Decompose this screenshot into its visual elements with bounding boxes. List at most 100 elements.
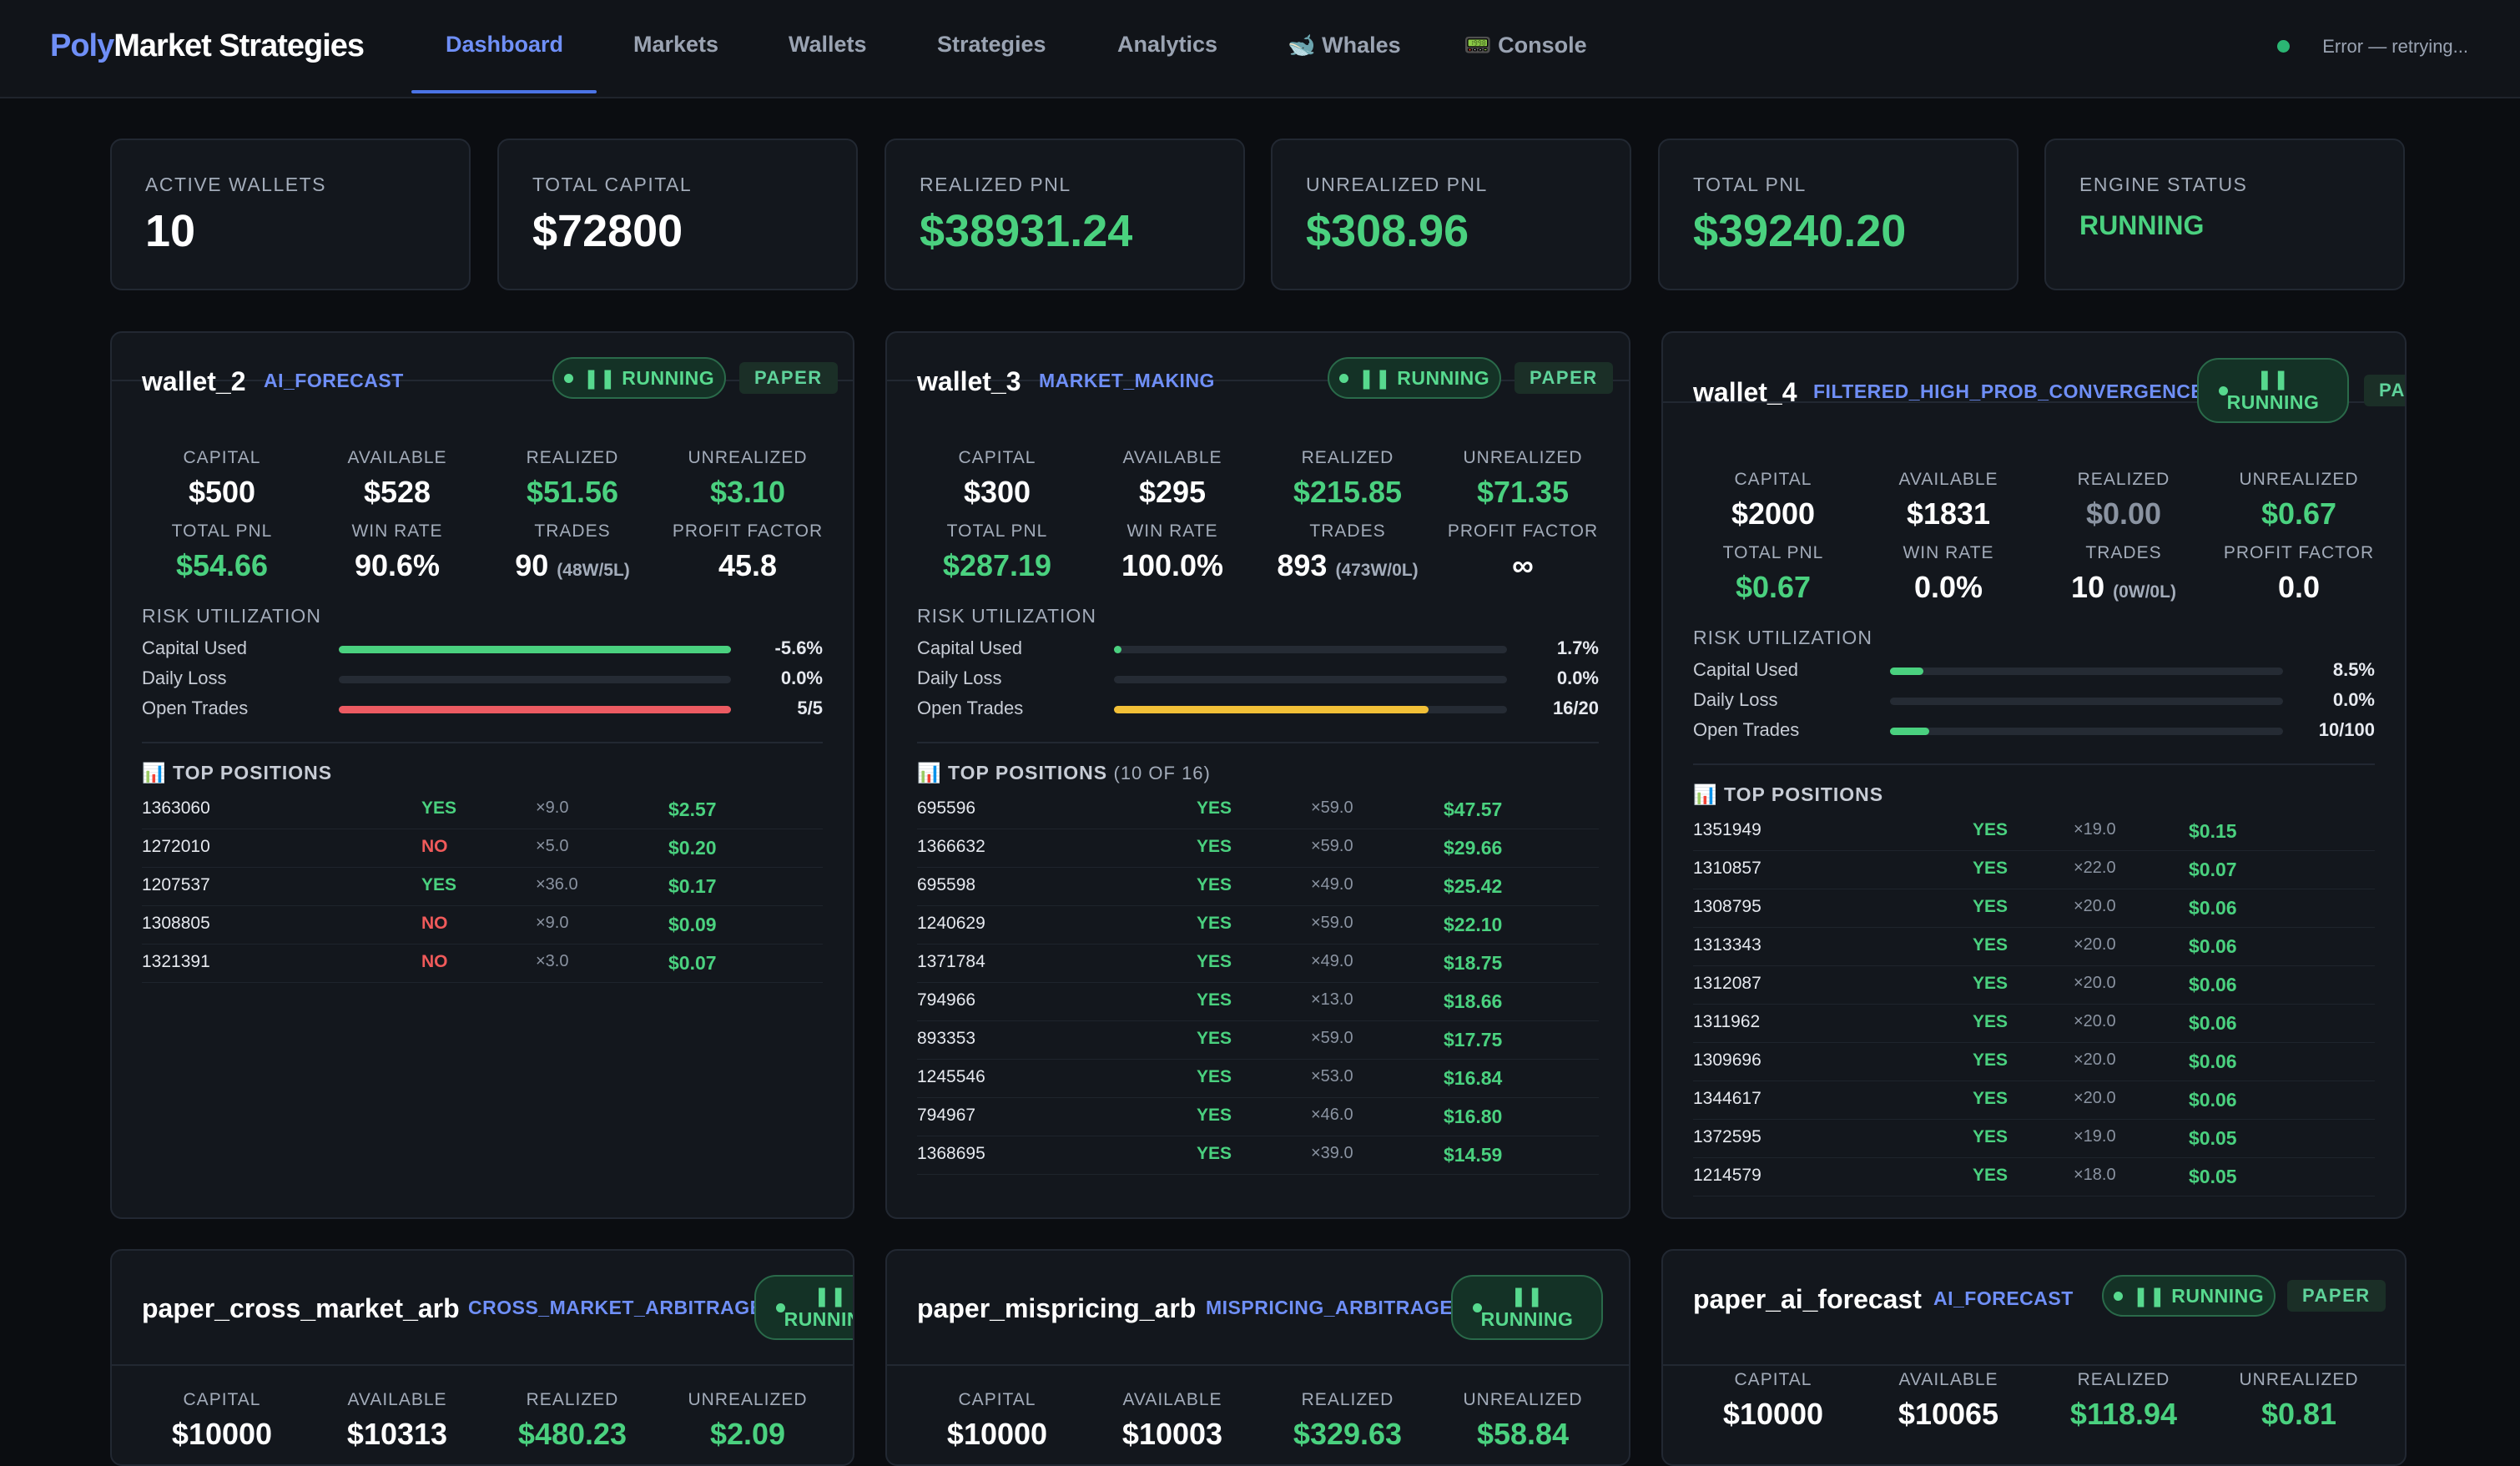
stat-value: $39240.20 (1693, 206, 1907, 256)
brand-part1: Poly (50, 28, 114, 63)
metric-label: UNREALIZED (688, 1390, 808, 1409)
wallet-card-wallet-3[interactable]: wallet_3 MARKET_MAKING ❚❚ RUNNING PAPER … (885, 331, 1630, 1219)
position-pnl: $0.20 (668, 837, 717, 859)
position-row[interactable]: 1372595 YES ×19.0 $0.05 (1693, 1119, 2375, 1158)
metric-value: 893 (1277, 548, 1328, 582)
wallet-card-wallet-2[interactable]: wallet_2 AI_FORECAST ❚❚ RUNNING PAPER CA… (110, 331, 854, 1219)
position-pnl: $25.42 (1444, 875, 1503, 897)
position-row[interactable]: 1311962 YES ×20.0 $0.06 (1693, 1004, 2375, 1043)
position-side: YES (1973, 1089, 2008, 1108)
running-toggle-button[interactable]: ❚❚ RUNNING (552, 357, 726, 399)
position-row[interactable]: 893353 YES ×59.0 $17.75 (917, 1020, 1599, 1060)
stat-card-realized-pnl: REALIZED PNL $38931.24 (885, 139, 1245, 290)
metric-capital: CAPITAL $10000 (914, 1390, 1081, 1452)
position-row[interactable]: 1368695 YES ×39.0 $14.59 (917, 1136, 1599, 1175)
tab-console[interactable]: 📟 Console (1464, 33, 1587, 58)
position-row[interactable]: 1309696 YES ×20.0 $0.06 (1693, 1042, 2375, 1081)
position-pnl: $0.05 (2189, 1127, 2237, 1149)
position-row[interactable]: 1310857 YES ×22.0 $0.07 (1693, 850, 2375, 889)
metric-value: $10000 (946, 1417, 1048, 1451)
position-row[interactable]: 794967 YES ×46.0 $16.80 (917, 1097, 1599, 1136)
tab-strategies[interactable]: Strategies (937, 32, 1046, 57)
position-side: YES (1973, 820, 2008, 839)
wallet-strategy: FILTERED_HIGH_PROB_CONVERGENCE (1813, 380, 2205, 402)
position-row[interactable]: 1344617 YES ×20.0 $0.06 (1693, 1081, 2375, 1120)
position-pnl: $0.15 (2189, 820, 2237, 842)
position-market-id: 1311962 (1693, 1012, 1761, 1031)
position-side: YES (1973, 859, 2008, 878)
position-row[interactable]: 1214579 YES ×18.0 $0.05 (1693, 1157, 2375, 1196)
risk-row-capital-used: Capital Used -5.6% (142, 637, 823, 662)
position-size: ×19.0 (2074, 820, 2116, 839)
position-row[interactable]: 1245546 YES ×53.0 $16.84 (917, 1059, 1599, 1098)
risk-label: Open Trades (917, 698, 1024, 718)
position-pnl: $0.07 (668, 952, 717, 974)
running-toggle-button[interactable]: ❚❚ RUNNING (754, 1275, 853, 1340)
risk-utilization-title: RISK UTILIZATION (917, 605, 1096, 627)
metric-label: TRADES (2085, 543, 2162, 562)
tab-whales[interactable]: 🐋 Whales (1288, 33, 1401, 58)
position-row[interactable]: 1272010 NO ×5.0 $0.20 (142, 829, 823, 868)
metric-label: AVAILABLE (1122, 1390, 1222, 1409)
metric-total-pnl: TOTAL PNL $54.66 (139, 521, 305, 583)
position-pnl: $0.17 (668, 875, 717, 897)
position-side: YES (1197, 1106, 1232, 1125)
metric-label: AVAILABLE (347, 1390, 447, 1409)
metric-value: 0.0% (1913, 570, 1983, 604)
position-size: ×20.0 (2074, 974, 2116, 992)
wallet-card-paper-mispricing-arb[interactable]: paper_mispricing_arb MISPRICING_ARBITRAG… (885, 1249, 1630, 1466)
metric-capital: CAPITAL $300 (914, 448, 1081, 510)
metric-label: REALIZED (1301, 448, 1394, 467)
running-toggle-button[interactable]: ❚❚ RUNNING (1451, 1275, 1603, 1340)
risk-value: 16/20 (1552, 698, 1599, 718)
position-row[interactable]: 695598 YES ×49.0 $25.42 (917, 867, 1599, 906)
position-row[interactable]: 1351949 YES ×19.0 $0.15 (1693, 812, 2375, 851)
metric-value: 90.6% (354, 548, 441, 582)
position-row[interactable]: 1312087 YES ×20.0 $0.06 (1693, 965, 2375, 1005)
metric-realized: REALIZED $0.00 (2040, 470, 2207, 531)
risk-row-capital-used: Capital Used 8.5% (1693, 659, 2375, 684)
risk-bar-track (1890, 698, 2283, 705)
running-toggle-button[interactable]: ❚❚ RUNNING (1328, 357, 1501, 399)
metric-value: $287.19 (942, 548, 1052, 582)
risk-label: Capital Used (1693, 659, 1798, 680)
position-row[interactable]: 695596 YES ×59.0 $47.57 (917, 790, 1599, 829)
position-row[interactable]: 1240629 YES ×59.0 $22.10 (917, 905, 1599, 945)
wallet-card-paper-cross-market-arb[interactable]: paper_cross_market_arb CROSS_MARKET_ARBI… (110, 1249, 854, 1466)
position-row[interactable]: 794966 YES ×13.0 $18.66 (917, 982, 1599, 1021)
tab-dashboard[interactable]: Dashboard (446, 32, 564, 57)
position-size: ×22.0 (2074, 859, 2116, 877)
position-row[interactable]: 1308795 YES ×20.0 $0.06 (1693, 889, 2375, 928)
tab-analytics[interactable]: Analytics (1117, 32, 1218, 57)
position-size: ×20.0 (2074, 935, 2116, 954)
wallet-name: paper_cross_market_arb (142, 1293, 460, 1323)
position-side: YES (1197, 952, 1232, 971)
position-row[interactable]: 1363060 YES ×9.0 $2.57 (142, 790, 823, 829)
metric-value: $2000 (1731, 496, 1816, 531)
running-toggle-button[interactable]: ❚❚ RUNNING (2197, 358, 2349, 423)
app-logo[interactable]: PolyMarket Strategies (50, 28, 365, 64)
position-row[interactable]: 1207537 YES ×36.0 $0.17 (142, 867, 823, 906)
wallet-card-wallet-4[interactable]: wallet_4 FILTERED_HIGH_PROB_CONVERGENCE … (1661, 331, 2407, 1219)
stat-value: $308.96 (1306, 206, 1469, 256)
position-market-id: 695596 (917, 798, 976, 818)
position-pnl: $14.59 (1444, 1144, 1503, 1166)
running-toggle-button[interactable]: ❚❚ RUNNING (2102, 1275, 2276, 1317)
risk-bar-fill (1890, 668, 1924, 675)
position-row[interactable]: 1366632 YES ×59.0 $29.66 (917, 829, 1599, 868)
metric-realized: REALIZED $118.94 (2040, 1370, 2207, 1432)
position-row[interactable]: 1371784 YES ×49.0 $18.75 (917, 944, 1599, 983)
position-row[interactable]: 1308805 NO ×9.0 $0.09 (142, 905, 823, 945)
position-market-id: 1310857 (1693, 859, 1761, 878)
wallet-card-header (112, 333, 853, 381)
paper-badge: PAPER (1515, 362, 1613, 394)
position-row[interactable]: 1313343 YES ×20.0 $0.06 (1693, 927, 2375, 966)
metric-label: AVAILABLE (1898, 1370, 1998, 1389)
wallet-card-paper-ai-forecast[interactable]: paper_ai_forecast AI_FORECAST ❚❚ RUNNING… (1661, 1249, 2407, 1466)
status-dot (563, 373, 573, 383)
tab-markets[interactable]: Markets (633, 32, 719, 57)
position-side: YES (1197, 837, 1232, 856)
position-side: YES (1197, 798, 1232, 818)
tab-wallets[interactable]: Wallets (789, 32, 867, 57)
position-row[interactable]: 1321391 NO ×3.0 $0.07 (142, 944, 823, 983)
